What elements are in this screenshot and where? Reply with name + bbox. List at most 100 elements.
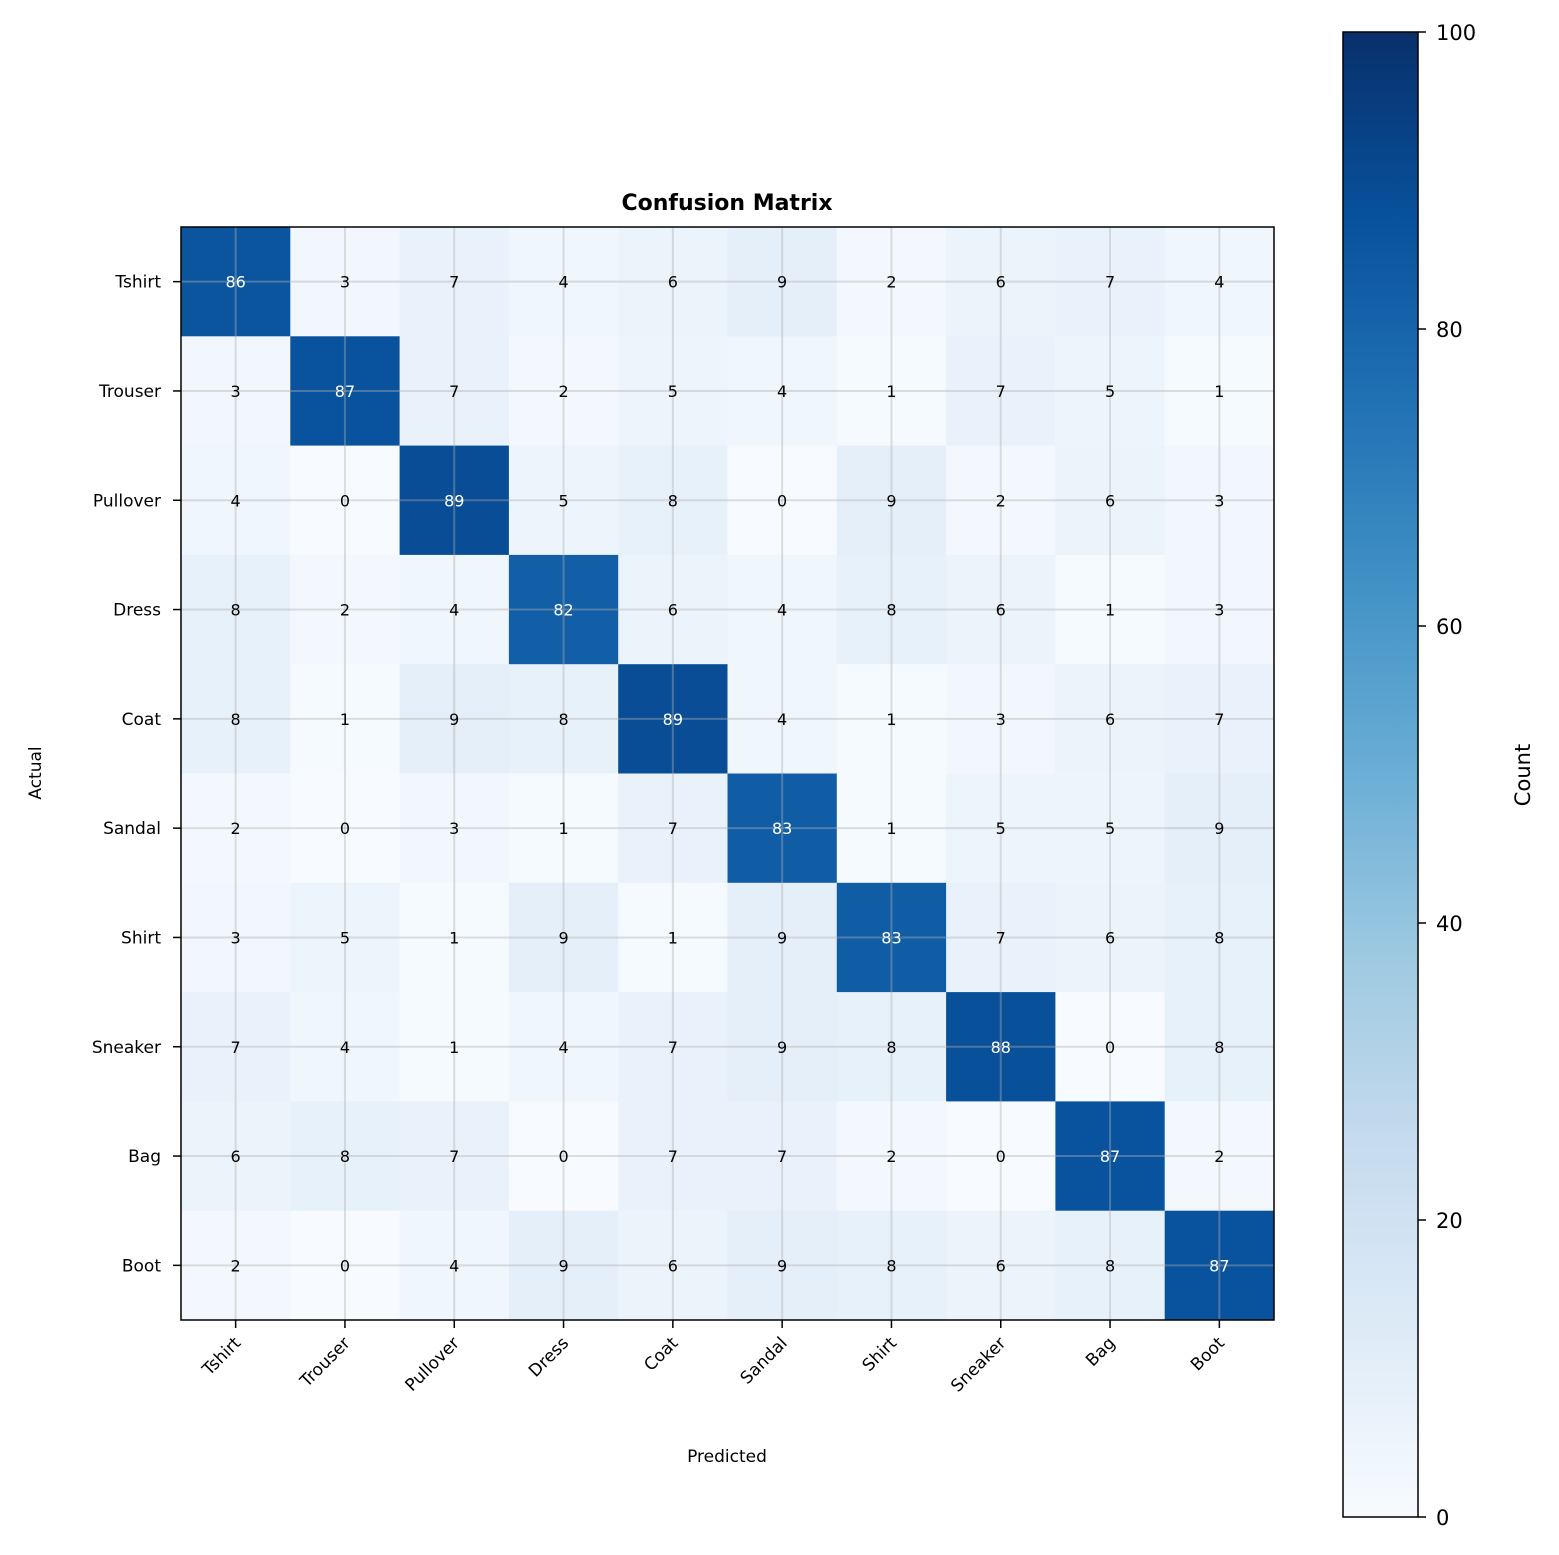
cell-value-label: 0 bbox=[1105, 1038, 1115, 1057]
heatmap-cell bbox=[290, 882, 401, 993]
cell-value-label: 82 bbox=[553, 601, 573, 620]
y-tick-label: Dress bbox=[113, 601, 161, 621]
heatmap-cell bbox=[1164, 554, 1275, 665]
cell-value-label: 6 bbox=[231, 1147, 241, 1166]
heatmap-cell bbox=[290, 992, 401, 1102]
heatmap-cell bbox=[618, 882, 728, 993]
heatmap-cell bbox=[1164, 227, 1275, 337]
heatmap-cell bbox=[508, 773, 619, 884]
heatmap-cell bbox=[836, 227, 947, 337]
heatmap-cell bbox=[508, 1101, 619, 1212]
cell-labels: 86 3 7 4 6 9 2 6 7 43 87 7 2 5 4 1 7 5 14 0 89 5 8 0 9 2 6 38 2 4 82 6 4… bbox=[225, 273, 1229, 1276]
heatmap-cell bbox=[836, 1101, 947, 1212]
cell-value-label: 1 bbox=[1214, 382, 1224, 401]
x-tick-label: Boot bbox=[1187, 1333, 1229, 1375]
heatmap-cell bbox=[1164, 992, 1275, 1102]
heatmap-cell bbox=[618, 445, 728, 556]
cell-value-label: 8 bbox=[1105, 1256, 1115, 1275]
x-tick-label: Bag bbox=[1082, 1333, 1119, 1370]
y-tick-label: Bag bbox=[128, 1147, 161, 1167]
heatmap-cell bbox=[946, 227, 1056, 337]
cell-value-label: 9 bbox=[558, 1256, 568, 1275]
cell-value-label: 6 bbox=[668, 273, 678, 292]
cell-value-label: 9 bbox=[1214, 819, 1224, 838]
cell-value-label: 2 bbox=[340, 601, 350, 620]
heatmap-cell bbox=[1055, 336, 1166, 447]
cell-value-label: 9 bbox=[777, 1038, 787, 1057]
cell-value-label: 3 bbox=[340, 273, 350, 292]
colorbar-tick-label: 80 bbox=[1436, 318, 1463, 342]
x-tick-label: Sandal bbox=[737, 1333, 792, 1388]
colorbar-tick-label: 20 bbox=[1436, 1209, 1463, 1233]
heatmap-cell bbox=[946, 1210, 1056, 1321]
heatmap-cell bbox=[618, 336, 728, 447]
heatmap-cell bbox=[1055, 1101, 1166, 1212]
heatmap-cell bbox=[1055, 445, 1166, 556]
heatmap-cell bbox=[727, 554, 838, 665]
heatmap-cell bbox=[290, 773, 401, 884]
cell-value-label: 4 bbox=[558, 273, 568, 292]
heatmap-cell bbox=[836, 1210, 947, 1321]
heatmap-cell bbox=[399, 336, 510, 447]
cell-value-label: 4 bbox=[777, 601, 787, 620]
x-tick-label: Shirt bbox=[859, 1333, 902, 1376]
cell-value-label: 1 bbox=[340, 710, 350, 729]
cell-value-label: 7 bbox=[996, 382, 1006, 401]
cell-value-label: 8 bbox=[340, 1147, 350, 1166]
heatmap-cell bbox=[946, 445, 1056, 556]
heatmap-cell bbox=[399, 554, 510, 665]
cell-value-label: 6 bbox=[996, 1256, 1006, 1275]
cell-value-label: 4 bbox=[1214, 273, 1224, 292]
colorbar-tick-label: 0 bbox=[1436, 1506, 1449, 1530]
heatmap-cell bbox=[727, 992, 838, 1102]
cell-value-label: 9 bbox=[777, 273, 787, 292]
cell-value-label: 4 bbox=[558, 1038, 568, 1057]
cell-value-label: 2 bbox=[996, 491, 1006, 510]
heatmap-cell bbox=[290, 554, 401, 665]
heatmap-cell bbox=[181, 227, 291, 337]
cell-value-label: 7 bbox=[449, 1147, 459, 1166]
x-tick-label: Trouser bbox=[296, 1333, 355, 1392]
heatmap-cell bbox=[1055, 1210, 1166, 1321]
cell-value-label: 2 bbox=[558, 382, 568, 401]
cell-value-label: 89 bbox=[444, 491, 464, 510]
cell-value-label: 3 bbox=[231, 928, 241, 947]
cell-value-label: 7 bbox=[1214, 710, 1224, 729]
cell-value-label: 3 bbox=[1214, 491, 1224, 510]
cell-value-label: 8 bbox=[231, 601, 241, 620]
cell-value-label: 1 bbox=[449, 1038, 459, 1057]
heatmap-cell bbox=[836, 445, 947, 556]
cell-value-label: 7 bbox=[668, 1147, 678, 1166]
y-tick-label: Pullover bbox=[93, 491, 161, 511]
cell-value-label: 8 bbox=[1214, 1038, 1224, 1057]
colorbar-label: Count bbox=[1511, 744, 1535, 806]
heatmap-cell bbox=[1164, 773, 1275, 884]
heatmap-cell bbox=[618, 1210, 728, 1321]
heatmap-cell bbox=[946, 992, 1056, 1102]
heatmap-cell bbox=[836, 882, 947, 993]
heatmap-cell bbox=[618, 227, 728, 337]
heatmap-cell bbox=[290, 336, 401, 447]
heatmap-cell bbox=[399, 1101, 510, 1212]
cell-value-label: 2 bbox=[231, 1256, 241, 1275]
y-tick-label: Tshirt bbox=[114, 273, 161, 293]
heatmap-cell bbox=[1055, 773, 1166, 884]
cell-value-label: 8 bbox=[886, 1038, 896, 1057]
cell-value-label: 2 bbox=[231, 819, 241, 838]
cell-value-label: 8 bbox=[886, 1256, 896, 1275]
cell-value-label: 6 bbox=[668, 601, 678, 620]
heatmap-cell bbox=[946, 1101, 1056, 1212]
heatmap-cell bbox=[181, 554, 291, 665]
cell-value-label: 6 bbox=[1105, 710, 1115, 729]
heatmap-cell bbox=[946, 554, 1056, 665]
heatmap-cell bbox=[946, 773, 1056, 884]
cell-value-label: 3 bbox=[996, 710, 1006, 729]
y-axis-label: Actual bbox=[26, 746, 46, 799]
heatmap-cell bbox=[290, 1101, 401, 1212]
cell-value-label: 7 bbox=[449, 382, 459, 401]
cell-value-label: 2 bbox=[886, 273, 896, 292]
heatmap-cell bbox=[508, 336, 619, 447]
cell-value-label: 0 bbox=[340, 819, 350, 838]
cell-value-label: 9 bbox=[777, 928, 787, 947]
colorbar bbox=[1342, 31, 1419, 1518]
